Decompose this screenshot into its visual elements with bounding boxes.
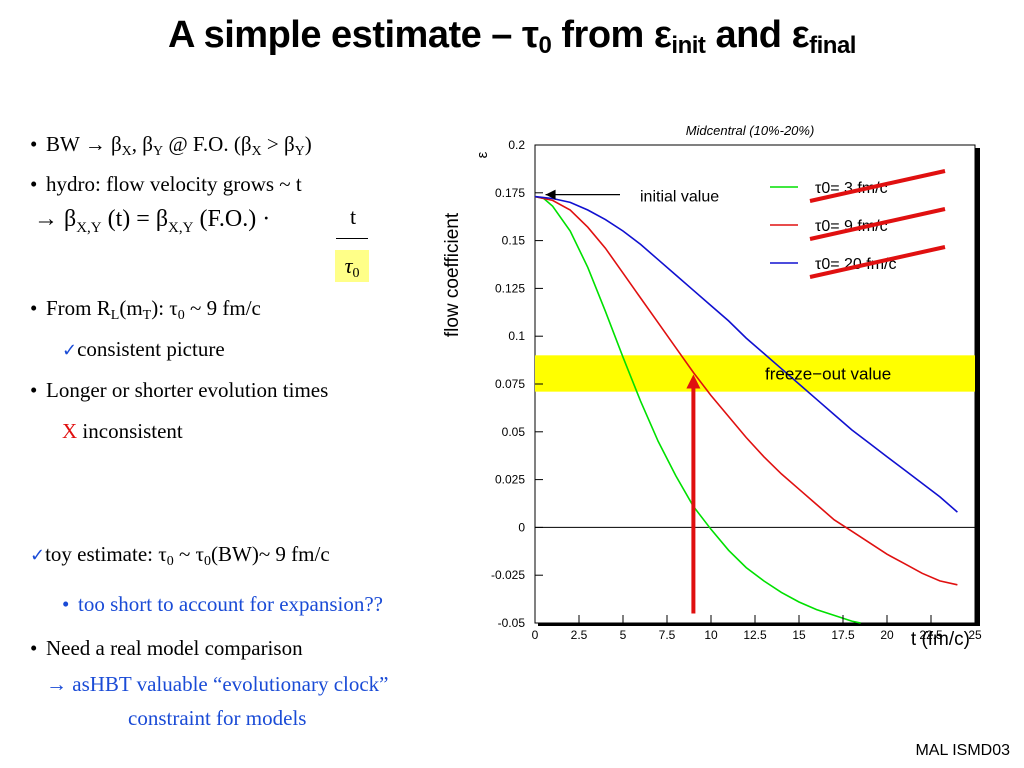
series-line-2 bbox=[534, 195, 958, 586]
x-tick-label: 22.5 bbox=[919, 628, 943, 642]
legend-label: τ0= 3 fm/c bbox=[815, 180, 888, 197]
y-tick-label: 0 bbox=[518, 520, 525, 534]
x-tick-label: 25 bbox=[968, 628, 982, 642]
x-tick-label: 10 bbox=[704, 628, 718, 642]
check-icon: ✓ bbox=[62, 340, 78, 361]
legend-strike bbox=[809, 169, 946, 203]
ashbt-line: → asHBT valuable “evolutionary clock” bbox=[46, 672, 389, 696]
x-tick-label: 7.5 bbox=[659, 628, 676, 642]
freeze-out-band bbox=[535, 355, 975, 392]
legend-label: τ0= 9 fm/c bbox=[815, 218, 888, 235]
bullet-from-rl: • From RL(mT): τ0 ~ 9 fm/c bbox=[30, 296, 261, 323]
y-tick-label: 0.075 bbox=[495, 377, 525, 391]
flow-coefficient-chart: Midcentral (10%-20%) -0.05 -0.025 0 0.025 0.… bbox=[442, 123, 982, 650]
x-tick-label: 2.5 bbox=[571, 628, 588, 642]
y-tick-label: -0.025 bbox=[491, 568, 525, 582]
x-tick-label: 5 bbox=[620, 628, 627, 642]
y-tick-label: 0.15 bbox=[502, 234, 526, 248]
chart-title: Midcentral (10%-20%) bbox=[686, 123, 815, 138]
inconsistent-line: X inconsistent bbox=[62, 419, 183, 443]
x-mark: X bbox=[62, 419, 78, 443]
initial-value-arrowhead bbox=[545, 189, 556, 200]
legend-strike bbox=[809, 245, 946, 279]
x-axis-label: t (fm/c) bbox=[911, 629, 970, 650]
bullet-bw: • BW → βX, βY @ F.O. (βX > βY) bbox=[30, 132, 312, 159]
x-tick-label: 17.5 bbox=[831, 628, 855, 642]
footer-label: MAL ISMD03 bbox=[915, 742, 1010, 759]
series-line-3 bbox=[534, 195, 958, 513]
legend-label: τ0= 20 fm/c bbox=[815, 256, 896, 273]
y-tick-label: 0.05 bbox=[502, 425, 526, 439]
freeze-out-label: freeze−out value bbox=[765, 364, 891, 383]
constraint-line: constraint for models bbox=[128, 706, 307, 730]
consistent-line: ✓consistent picture bbox=[62, 337, 225, 361]
tau-arrowhead bbox=[686, 374, 701, 389]
slide-title: A simple estimate – τ0 from εinit and εf… bbox=[168, 14, 856, 59]
toy-estimate-line: ✓toy estimate: τ0 ~ τ0(BW)~ 9 fm/c bbox=[30, 542, 330, 569]
x-tick-label: 15 bbox=[792, 628, 806, 642]
bullet-model-comparison: • Need a real model comparison bbox=[30, 636, 303, 660]
equation-denominator: τ0 bbox=[335, 250, 369, 282]
equation-numerator: t bbox=[349, 204, 357, 229]
x-tick-label: 20 bbox=[880, 628, 894, 642]
initial-value-label: initial value bbox=[640, 189, 719, 206]
x-tick-label: 0 bbox=[532, 628, 539, 642]
y-tick-label: 0.2 bbox=[508, 138, 525, 152]
x-tick-label: 12.5 bbox=[743, 628, 767, 642]
check-icon: ✓ bbox=[30, 545, 46, 566]
sub-bullet-expansion: • too short to account for expansion?? bbox=[62, 592, 383, 616]
fraction-bar bbox=[336, 238, 368, 239]
bullet-evolution-times: • Longer or shorter evolution times bbox=[30, 378, 329, 402]
flow-equation: → βX,Y (t) = βX,Y (F.O.) · bbox=[34, 206, 271, 236]
y-axis-label: flow coefficient bbox=[442, 212, 463, 337]
y-tick-label: 0.025 bbox=[495, 473, 525, 487]
y-tick-label: 0.1 bbox=[508, 329, 525, 343]
y-axis-symbol: ε bbox=[474, 151, 491, 158]
legend-strike bbox=[809, 207, 946, 241]
bullet-hydro: • hydro: flow velocity grows ~ t bbox=[30, 172, 302, 196]
y-tick-label: -0.05 bbox=[498, 616, 526, 630]
y-tick-label: 0.175 bbox=[495, 186, 525, 200]
y-tick-label: 0.125 bbox=[495, 281, 525, 295]
